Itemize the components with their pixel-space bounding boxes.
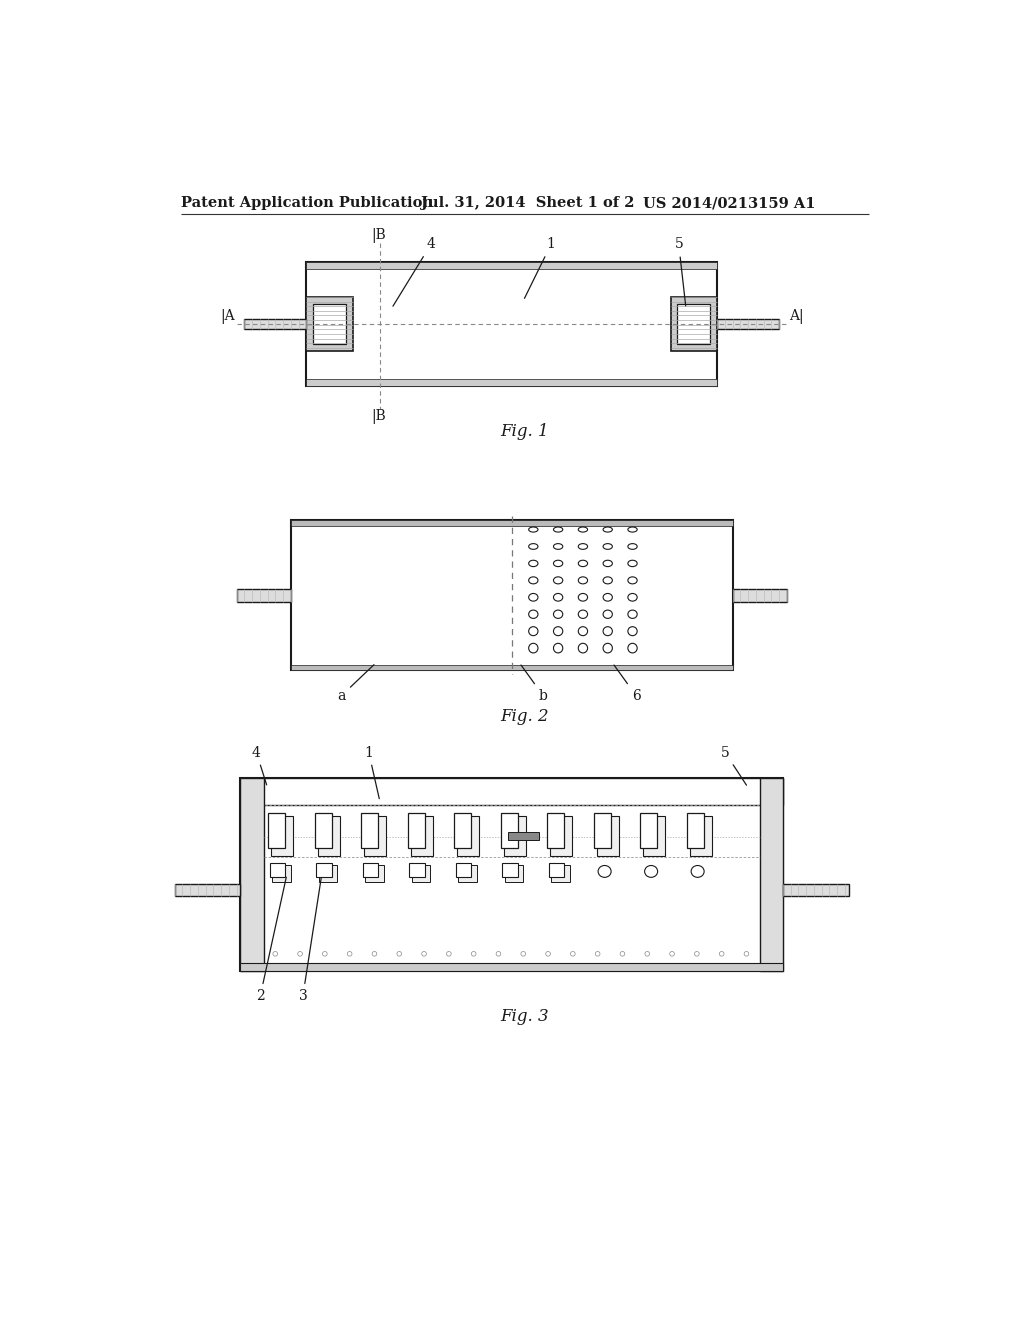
Text: |B: |B xyxy=(371,228,386,243)
Bar xyxy=(458,866,477,882)
Text: 1: 1 xyxy=(524,238,555,298)
Bar xyxy=(366,866,384,882)
Bar xyxy=(594,813,611,849)
Bar xyxy=(241,779,783,805)
Bar xyxy=(362,863,378,876)
Bar xyxy=(241,779,783,970)
Bar xyxy=(687,813,703,849)
Bar xyxy=(505,866,523,882)
Bar xyxy=(270,863,286,876)
Bar xyxy=(504,816,525,855)
Bar xyxy=(455,813,471,849)
Text: 2: 2 xyxy=(256,878,287,1003)
Bar xyxy=(316,863,332,876)
Bar xyxy=(411,816,432,855)
Text: 1: 1 xyxy=(365,746,379,799)
Text: Patent Application Publication: Patent Application Publication xyxy=(180,197,433,210)
Bar xyxy=(547,813,564,849)
Bar xyxy=(365,816,386,855)
Bar xyxy=(550,816,572,855)
Text: 4: 4 xyxy=(393,238,435,306)
Bar xyxy=(268,813,286,849)
Bar xyxy=(643,816,665,855)
Bar xyxy=(361,813,378,849)
Bar xyxy=(313,304,346,345)
Bar xyxy=(501,813,518,849)
Bar xyxy=(732,589,786,602)
Text: Fig. 2: Fig. 2 xyxy=(501,708,549,725)
Bar xyxy=(408,813,425,849)
Text: Fig. 1: Fig. 1 xyxy=(501,424,549,441)
Bar xyxy=(314,813,332,849)
Bar xyxy=(241,779,263,970)
Text: |B: |B xyxy=(371,409,386,424)
Text: A|: A| xyxy=(788,309,804,323)
Text: 5: 5 xyxy=(721,746,746,785)
Bar xyxy=(671,297,717,351)
Bar xyxy=(271,816,293,855)
Bar xyxy=(690,816,712,855)
Bar xyxy=(551,866,569,882)
Text: |A: |A xyxy=(220,309,234,323)
Text: US 2014/0213159 A1: US 2014/0213159 A1 xyxy=(643,197,816,210)
Bar xyxy=(317,816,340,855)
Bar xyxy=(508,832,539,840)
Bar xyxy=(458,816,479,855)
Text: Jul. 31, 2014  Sheet 1 of 2: Jul. 31, 2014 Sheet 1 of 2 xyxy=(421,197,635,210)
Bar xyxy=(291,665,732,671)
Bar xyxy=(410,863,425,876)
Text: b: b xyxy=(521,665,548,702)
Bar xyxy=(237,589,291,602)
Text: 3: 3 xyxy=(299,878,322,1003)
Bar xyxy=(306,263,717,385)
Text: 6: 6 xyxy=(614,665,640,702)
Bar xyxy=(306,379,717,385)
Text: 4: 4 xyxy=(252,746,266,785)
Bar xyxy=(291,520,732,525)
Bar xyxy=(717,318,779,330)
Bar xyxy=(549,863,564,876)
Bar xyxy=(306,263,717,268)
Bar xyxy=(306,297,352,351)
Text: Fig. 3: Fig. 3 xyxy=(501,1008,549,1026)
Bar xyxy=(597,816,618,855)
Bar xyxy=(760,779,783,970)
Bar xyxy=(678,304,710,345)
Bar xyxy=(640,813,657,849)
Text: 5: 5 xyxy=(675,238,686,306)
Bar xyxy=(174,884,241,896)
Text: a: a xyxy=(337,665,374,702)
Bar xyxy=(783,884,849,896)
Bar xyxy=(291,520,732,671)
Bar xyxy=(318,866,337,882)
Bar xyxy=(241,964,783,970)
Bar xyxy=(503,863,518,876)
Bar xyxy=(412,866,430,882)
Bar xyxy=(245,318,306,330)
Bar xyxy=(272,866,291,882)
Bar xyxy=(456,863,471,876)
